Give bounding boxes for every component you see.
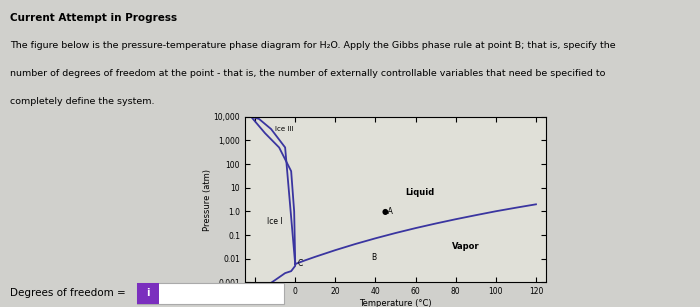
Text: Liquid: Liquid (405, 188, 435, 197)
FancyBboxPatch shape (136, 283, 284, 304)
Text: B: B (372, 254, 377, 262)
Text: C: C (298, 259, 302, 268)
Text: Current Attempt in Progress: Current Attempt in Progress (10, 14, 178, 23)
Text: i: i (146, 288, 150, 298)
Text: completely define the system.: completely define the system. (10, 97, 155, 106)
X-axis label: Temperature (°C): Temperature (°C) (359, 299, 432, 307)
Text: number of degrees of freedom at the point - that is, the number of externally co: number of degrees of freedom at the poin… (10, 69, 606, 78)
Text: Ice III: Ice III (275, 126, 293, 132)
Y-axis label: Pressure (atm): Pressure (atm) (203, 169, 212, 231)
Text: Degrees of freedom =: Degrees of freedom = (10, 288, 126, 298)
Text: Vapor: Vapor (452, 242, 480, 251)
Text: ●A: ●A (382, 207, 393, 216)
FancyBboxPatch shape (136, 283, 159, 304)
Text: Ice I: Ice I (267, 217, 283, 226)
Text: The figure below is the pressure-temperature phase diagram for H₂O. Apply the Gi: The figure below is the pressure-tempera… (10, 41, 616, 50)
